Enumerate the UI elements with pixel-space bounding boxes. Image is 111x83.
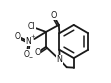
Text: O: O bbox=[24, 50, 30, 59]
Text: Cl: Cl bbox=[28, 22, 35, 31]
Text: O: O bbox=[34, 48, 40, 57]
Text: O: O bbox=[14, 32, 20, 41]
Text: +: + bbox=[31, 34, 36, 39]
Text: N: N bbox=[26, 37, 31, 46]
Text: O: O bbox=[50, 11, 57, 20]
Text: −: − bbox=[28, 55, 32, 60]
Text: N: N bbox=[57, 55, 63, 64]
